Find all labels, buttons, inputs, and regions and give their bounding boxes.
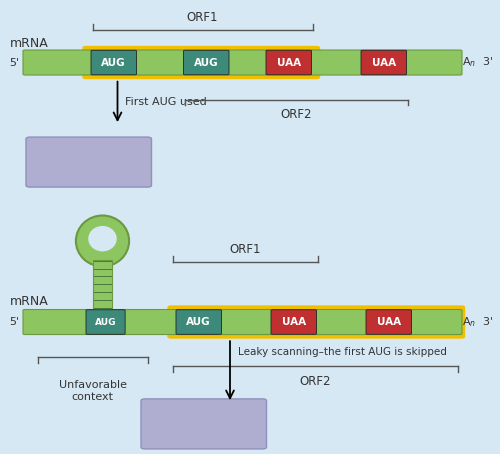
FancyBboxPatch shape: [184, 50, 229, 75]
FancyBboxPatch shape: [93, 260, 112, 311]
Text: mRNA: mRNA: [10, 295, 49, 308]
FancyBboxPatch shape: [266, 50, 312, 75]
Text: Leaky scanning–the first AUG is skipped: Leaky scanning–the first AUG is skipped: [238, 347, 446, 357]
FancyBboxPatch shape: [176, 310, 222, 334]
Text: UAA: UAA: [376, 317, 401, 327]
FancyBboxPatch shape: [23, 310, 462, 335]
Text: 5': 5': [9, 317, 19, 327]
Text: Unfavorable
context: Unfavorable context: [58, 380, 126, 401]
Text: Protein 2 made: Protein 2 made: [159, 427, 249, 439]
FancyBboxPatch shape: [361, 50, 406, 75]
Ellipse shape: [88, 226, 117, 252]
Text: AUG: AUG: [186, 317, 211, 327]
Text: ORF2: ORF2: [280, 108, 312, 121]
Text: UAA: UAA: [276, 58, 301, 68]
Text: UAA: UAA: [282, 317, 306, 327]
FancyBboxPatch shape: [86, 310, 125, 334]
Text: AUG: AUG: [95, 317, 116, 326]
FancyBboxPatch shape: [141, 399, 266, 449]
Text: A$_n$  3': A$_n$ 3': [462, 56, 494, 69]
FancyBboxPatch shape: [91, 50, 136, 75]
FancyBboxPatch shape: [23, 50, 462, 75]
Text: A$_n$  3': A$_n$ 3': [462, 315, 494, 329]
Ellipse shape: [76, 216, 129, 266]
Text: Protein 1 made: Protein 1 made: [44, 165, 134, 178]
FancyBboxPatch shape: [366, 310, 412, 334]
FancyBboxPatch shape: [168, 307, 464, 337]
FancyBboxPatch shape: [271, 310, 316, 334]
Text: 5': 5': [9, 58, 19, 68]
Text: ORF1 translated: ORF1 translated: [41, 148, 137, 161]
Text: AUG: AUG: [102, 58, 126, 68]
Text: ORF1: ORF1: [187, 11, 218, 24]
Text: ORF2: ORF2: [299, 375, 331, 388]
Text: ORF2 translated: ORF2 translated: [156, 410, 252, 423]
Text: mRNA: mRNA: [10, 38, 49, 50]
FancyBboxPatch shape: [84, 47, 319, 78]
Text: UAA: UAA: [372, 58, 396, 68]
FancyBboxPatch shape: [26, 137, 152, 187]
Text: First AUG used: First AUG used: [125, 97, 207, 107]
Text: AUG: AUG: [194, 58, 218, 68]
Text: ORF1: ORF1: [229, 242, 261, 256]
